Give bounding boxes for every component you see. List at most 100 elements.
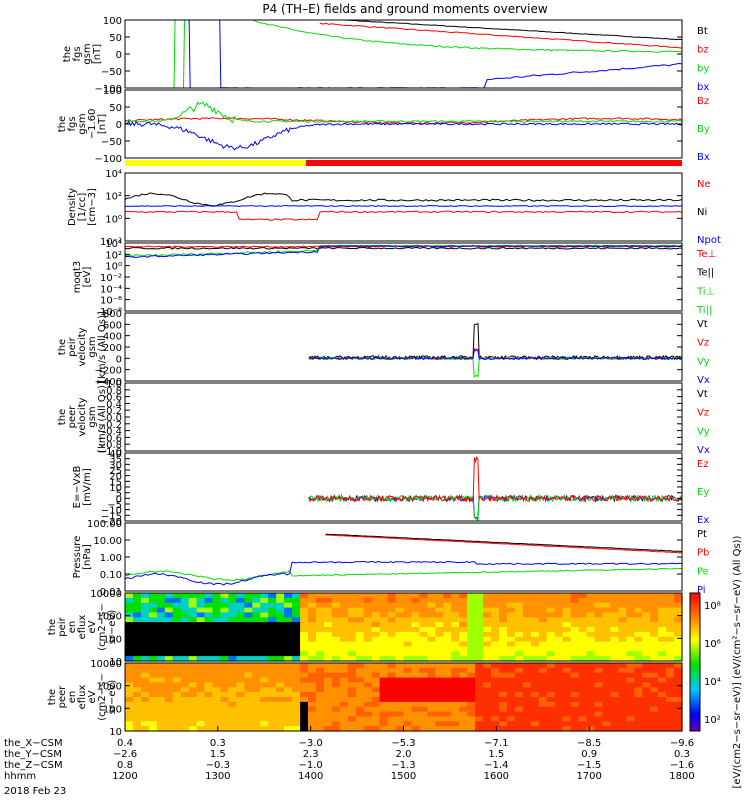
peer-spectrogram-cell	[610, 663, 619, 669]
peer-spectrogram-cell	[133, 697, 142, 703]
y-axis-label-line: the	[62, 46, 73, 62]
peir-spectrogram-cell	[260, 631, 269, 638]
peir-spectrogram-cell	[220, 646, 230, 652]
peir-spectrogram-cell	[236, 627, 245, 633]
peir-spectrogram-cell	[228, 627, 237, 633]
peer-spectrogram-cell	[331, 667, 341, 674]
peir-spectrogram-cell	[244, 593, 253, 599]
legend-entry: Ne	[697, 179, 711, 190]
peer-spectrogram-cell	[260, 682, 269, 688]
peer-spectrogram-cell	[148, 697, 158, 703]
peir-spectrogram-cell	[363, 612, 373, 618]
peir-spectrogram-cell	[300, 602, 309, 609]
peer-spectrogram-cell	[546, 697, 556, 703]
peer-spectrogram-cell	[522, 677, 532, 684]
peer-spectrogram-cell	[610, 677, 619, 684]
peir-spectrogram-cell	[347, 656, 357, 662]
peer-spectrogram-cell	[642, 663, 651, 669]
peir-spectrogram-cell	[220, 612, 230, 618]
peer-spectrogram-cell	[347, 677, 357, 684]
y-tick-label: 10⁻²	[100, 237, 122, 248]
peer-spectrogram-cell	[284, 711, 293, 718]
peer-spectrogram-cell	[522, 692, 532, 698]
peer-spectrogram-cell	[602, 687, 611, 693]
peir-spectrogram-cell	[156, 617, 166, 623]
peir-spectrogram-cell	[140, 607, 150, 614]
panel-frame	[124, 312, 683, 382]
peir-spectrogram-cell	[530, 636, 540, 643]
peir-spectrogram-cell	[276, 646, 285, 652]
x-axis-value: −2.6	[113, 749, 137, 760]
peir-spectrogram-cell	[427, 617, 436, 623]
legend-entry: bx	[697, 82, 709, 93]
peer-spectrogram-cell	[228, 706, 237, 713]
peer-spectrogram-cell	[204, 697, 214, 703]
peir-spectrogram-cell	[228, 646, 237, 652]
y-axis-label-line: velocity	[77, 327, 88, 366]
peir-spectrogram-cell	[491, 612, 500, 618]
peer-spectrogram-cell	[403, 687, 413, 693]
peir-spectrogram-cell	[204, 617, 214, 623]
pt-line	[325, 533, 682, 552]
peer-spectrogram-cell	[236, 706, 245, 713]
peir-spectrogram-cell	[578, 631, 588, 638]
legend-entry: Vy	[697, 356, 710, 367]
peir-spectrogram-cell	[562, 646, 572, 652]
peir-spectrogram-cell	[514, 627, 524, 633]
peer-spectrogram-cell	[371, 697, 381, 703]
peer-spectrogram-cell	[212, 692, 222, 698]
peer-spectrogram-cell	[610, 721, 619, 727]
peir-spectrogram-cell	[180, 651, 190, 657]
peer-spectrogram-cell	[316, 667, 325, 674]
peer-spectrogram-cell	[196, 697, 206, 703]
peir-spectrogram-cell	[538, 607, 548, 614]
peir-spectrogram-cell	[125, 612, 134, 618]
peir-spectrogram-cell	[546, 612, 556, 618]
peir-spectrogram-cell	[188, 593, 198, 599]
peir-spectrogram-cell	[435, 622, 444, 628]
peir-spectrogram-cell	[514, 641, 524, 648]
peir-spectrogram-cell	[244, 656, 253, 662]
peer-spectrogram-cell	[602, 682, 611, 688]
peir-spectrogram-cell	[522, 641, 532, 648]
peir-spectrogram-cell	[164, 627, 174, 633]
peer-spectrogram-cell	[148, 682, 158, 688]
x-axis-value: 0.3	[210, 738, 226, 749]
peer-spectrogram-cell	[172, 682, 182, 688]
peir-spectrogram-cell	[419, 651, 428, 657]
x-axis-value: 1800	[669, 771, 694, 782]
peer-spectrogram-cell	[491, 711, 500, 718]
peer-spectrogram-cell	[339, 706, 349, 713]
peer-spectrogram-cell	[499, 692, 508, 698]
y-axis-label-line: sr−eV)	[107, 680, 118, 715]
peer-spectrogram-cell	[554, 692, 564, 698]
peer-spectrogram-cell	[323, 721, 333, 727]
peer-spectrogram-cell	[355, 711, 365, 718]
peer-spectrogram-cell	[562, 697, 572, 703]
peer-spectrogram-cell	[148, 677, 158, 684]
peir-spectrogram-cell	[459, 636, 468, 643]
peir-spectrogram-cell	[204, 622, 214, 628]
peer-spectrogram-cell	[435, 711, 444, 718]
peer-spectrogram-cell	[499, 672, 508, 679]
peir-spectrogram-cell	[634, 622, 643, 628]
peer-spectrogram-cell	[148, 663, 158, 669]
peer-spectrogram-cell	[172, 663, 182, 669]
peir-spectrogram-cell	[610, 622, 619, 628]
peer-spectrogram-cell	[467, 706, 476, 713]
peir-spectrogram-cell	[443, 641, 452, 648]
peer-spectrogram-cell	[435, 701, 444, 708]
legend-entry: Ex	[697, 515, 709, 526]
peer-spectrogram-cell	[610, 716, 619, 722]
peir-spectrogram-cell	[260, 612, 269, 618]
peir-spectrogram-cell	[411, 651, 421, 657]
peir-spectrogram-cell	[196, 651, 206, 657]
peir-spectrogram-cell	[546, 593, 556, 599]
peer-spectrogram-cell	[252, 682, 261, 688]
peir-spectrogram-cell	[578, 622, 588, 628]
peer-spectrogram-cell	[308, 701, 317, 708]
peer-spectrogram-cell	[443, 706, 452, 713]
y-tick-label: 50	[109, 33, 122, 44]
peer-spectrogram-cell	[252, 716, 261, 722]
